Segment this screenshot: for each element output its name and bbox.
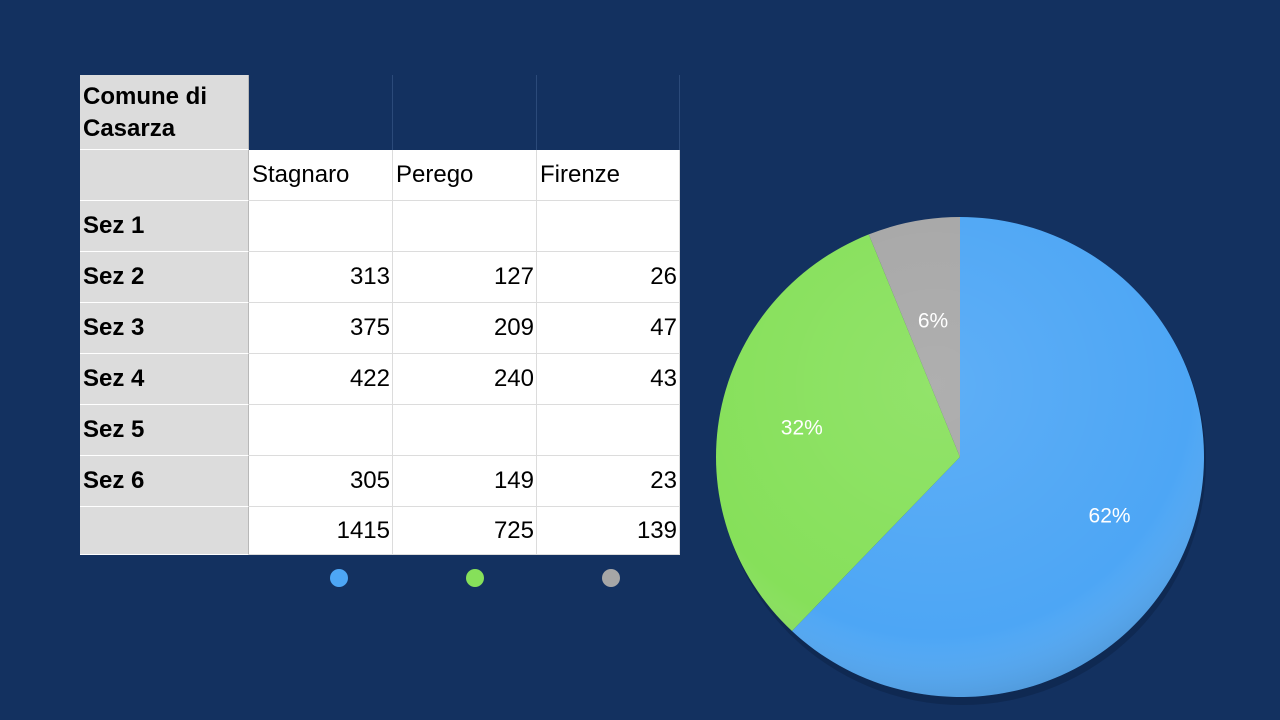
table-cell: 43 — [537, 354, 680, 405]
table-cell: 313 — [249, 252, 393, 303]
row-label: Sez 1 — [80, 201, 249, 252]
pie-labels: 62% 32% 6% — [781, 309, 1131, 527]
column-header-firenze: Firenze — [537, 150, 680, 201]
table-cell: 127 — [393, 252, 537, 303]
table-cell: 375 — [249, 303, 393, 354]
table-cell — [537, 201, 680, 252]
table-cell: 240 — [393, 354, 537, 405]
row-label: Sez 4 — [80, 354, 249, 405]
column-header-stagnaro: Stagnaro — [249, 150, 393, 201]
table-cell: 47 — [537, 303, 680, 354]
pie-chart: 62% 32% 6% — [716, 217, 1206, 705]
pie-label-perego: 32% — [781, 416, 823, 439]
table-title: Comune di Casarza — [80, 75, 249, 150]
table-cell: 23 — [537, 456, 680, 507]
pie-label-firenze: 6% — [918, 309, 948, 332]
row-label: Sez 3 — [80, 303, 249, 354]
row-label: Sez 6 — [80, 456, 249, 507]
table-header-blank — [393, 75, 537, 150]
data-table: Comune di Casarza Stagnaro Perego Firenz… — [80, 75, 680, 555]
legend-dot-perego — [466, 569, 484, 587]
table-cell — [249, 201, 393, 252]
row-label: Sez 5 — [80, 405, 249, 456]
total-cell: 139 — [537, 507, 680, 555]
table-cell — [537, 405, 680, 456]
table-cell — [393, 405, 537, 456]
table-cell: 26 — [537, 252, 680, 303]
row-label: Sez 2 — [80, 252, 249, 303]
row-label — [80, 507, 249, 555]
table-cell: 149 — [393, 456, 537, 507]
table-header-blank — [249, 75, 393, 150]
column-header-perego: Perego — [393, 150, 537, 201]
table-cell: 422 — [249, 354, 393, 405]
table-corner-cell — [80, 150, 249, 201]
total-cell: 725 — [393, 507, 537, 555]
table-cell: 305 — [249, 456, 393, 507]
table-cell — [249, 405, 393, 456]
total-cell: 1415 — [249, 507, 393, 555]
legend-dot-stagnaro — [330, 569, 348, 587]
table-cell: 209 — [393, 303, 537, 354]
table-header-blank — [537, 75, 680, 150]
pie-label-stagnaro: 62% — [1089, 505, 1131, 528]
legend-dot-firenze — [602, 569, 620, 587]
table-cell — [393, 201, 537, 252]
pie-shading — [716, 217, 1204, 697]
